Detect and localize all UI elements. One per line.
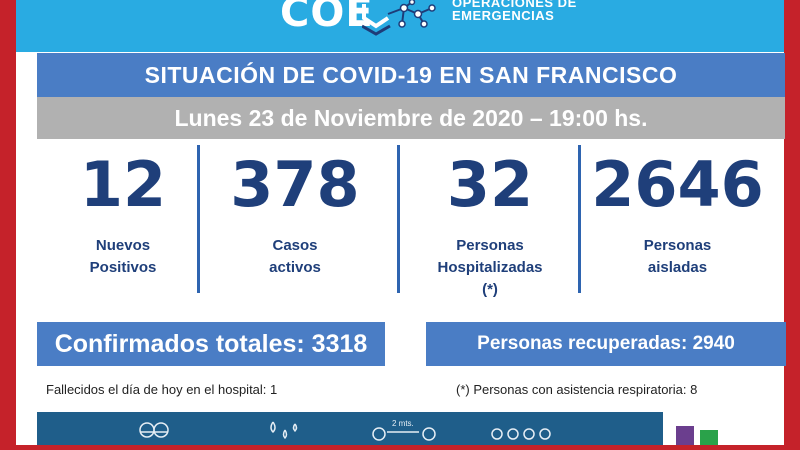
stat-label: Nuevos Positivos [89,237,157,276]
network-icon [362,0,436,36]
stat-personas-aisladas: 2646 Personas aisladas [585,145,770,295]
stat-label: Personas aisladas [643,237,712,276]
stat-value: 12 [79,148,167,221]
stat-value: 32 [446,148,534,221]
page-title: SITUACIÓN DE COVID-19 EN SAN FRANCISCO [37,53,785,97]
deaths-note: Fallecidos el día de hoy en el hospital:… [46,382,278,397]
logo-letters: COE [280,0,374,36]
cross-logo-icon [676,426,718,445]
stat-casos-activos: 378 Casos activos [205,145,385,295]
confirmed-total-box: Confirmados totales: 3318 [37,322,385,366]
logo-ops-line2: EMERGENCIAS [452,8,555,23]
hand-wash-icon [270,421,298,440]
stat-hospitalizadas: 32 Personas Hospitalizadas (*) [405,145,575,298]
stat-value: 2646 [591,148,764,221]
stat-nuevos-positivos: 12 Nuevos Positivos [48,145,198,295]
logo-ops-text: OPERACIONES DE EMERGENCIAS [452,0,577,22]
hospital-logo [672,412,784,445]
stat-divider [397,145,400,293]
stat-label: Casos activos [269,237,321,276]
recovered-box: Personas recuperadas: 2940 [426,322,786,366]
distance-label: 2 mts. [392,419,414,428]
report-date: Lunes 23 de Noviembre de 2020 – 19:00 hs… [37,97,785,139]
respiratory-note: (*) Personas con asistencia respiratoria… [456,382,698,397]
stat-label: Personas Hospitalizadas (*) [437,237,543,298]
stat-value: 378 [230,148,360,221]
people-group-icon [491,428,503,440]
coe-logo: COE OPERACIONES DE EMERGENCIAS [280,0,600,40]
mask-person-icon [139,422,155,438]
logo-ops-line1: OPERACIONES DE [452,0,577,10]
stat-divider [578,145,581,293]
prevention-icons-band: 2 mts. [37,412,663,445]
stat-divider [197,145,200,293]
prevention-icons: 2 mts. [139,419,551,441]
